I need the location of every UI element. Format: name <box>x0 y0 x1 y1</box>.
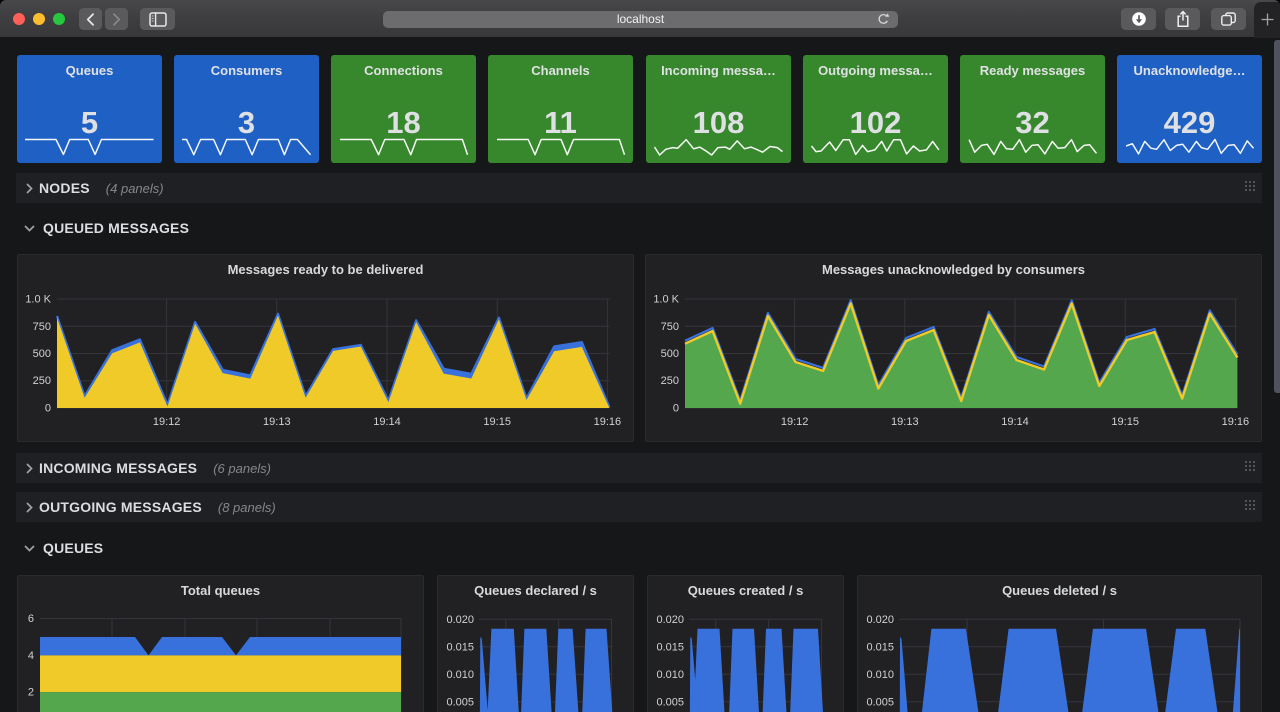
svg-text:1.0 K: 1.0 K <box>25 294 51 306</box>
svg-text:0.020: 0.020 <box>446 614 474 626</box>
svg-text:2: 2 <box>28 687 34 699</box>
svg-text:0.010: 0.010 <box>656 669 684 681</box>
svg-text:750: 750 <box>33 321 51 333</box>
svg-text:0.020: 0.020 <box>656 614 684 626</box>
svg-text:0: 0 <box>673 403 679 415</box>
svg-text:19:12: 19:12 <box>153 416 181 428</box>
svg-text:0.015: 0.015 <box>656 641 684 653</box>
svg-text:750: 750 <box>661 321 679 333</box>
svg-text:0.005: 0.005 <box>866 696 894 708</box>
svg-text:6: 6 <box>28 613 34 625</box>
svg-text:0.010: 0.010 <box>866 669 894 681</box>
svg-text:0.005: 0.005 <box>656 696 684 708</box>
svg-text:19:12: 19:12 <box>781 416 809 428</box>
svg-text:19:15: 19:15 <box>1111 416 1139 428</box>
svg-text:19:16: 19:16 <box>1222 416 1250 428</box>
svg-text:19:15: 19:15 <box>483 416 511 428</box>
svg-text:0.015: 0.015 <box>446 641 474 653</box>
svg-text:19:13: 19:13 <box>891 416 919 428</box>
svg-text:0: 0 <box>45 403 51 415</box>
svg-text:0.015: 0.015 <box>866 641 894 653</box>
svg-text:19:14: 19:14 <box>1001 416 1029 428</box>
svg-text:19:13: 19:13 <box>263 416 291 428</box>
svg-text:0.010: 0.010 <box>446 669 474 681</box>
svg-text:4: 4 <box>28 650 34 662</box>
svg-text:500: 500 <box>33 348 51 360</box>
svg-text:500: 500 <box>661 348 679 360</box>
svg-text:0.005: 0.005 <box>446 696 474 708</box>
svg-text:0.020: 0.020 <box>866 614 894 626</box>
svg-text:250: 250 <box>661 375 679 387</box>
svg-text:19:14: 19:14 <box>373 416 401 428</box>
svg-text:1.0 K: 1.0 K <box>653 294 679 306</box>
svg-text:19:16: 19:16 <box>594 416 622 428</box>
svg-text:250: 250 <box>33 375 51 387</box>
